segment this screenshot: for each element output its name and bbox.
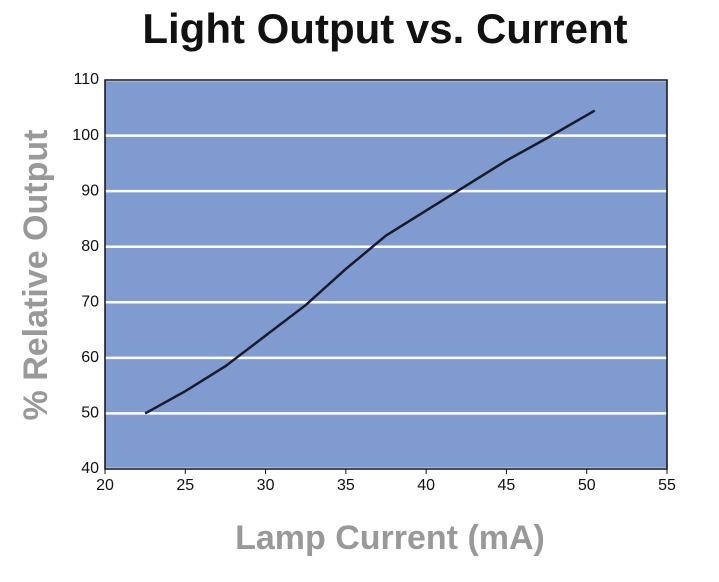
x-tick-label: 45 [498, 477, 516, 494]
y-tick-label: 40 [81, 460, 99, 477]
y-tick-label: 100 [72, 127, 99, 144]
x-tick-label: 20 [96, 477, 114, 494]
x-tick-label: 30 [257, 477, 275, 494]
y-tick-label: 50 [81, 405, 99, 422]
y-tick-label: 80 [81, 238, 99, 255]
x-axis-label: Lamp Current (mA) [235, 519, 545, 557]
chart-title: Light Output vs. Current [142, 5, 627, 52]
y-tick-label: 70 [81, 294, 99, 311]
x-tick-label: 40 [417, 477, 435, 494]
y-tick-label: 60 [81, 349, 99, 366]
y-tick-label: 110 [73, 71, 99, 88]
plot-border [104, 79, 668, 470]
x-tick-label: 50 [578, 477, 596, 494]
plot-area [105, 80, 667, 469]
y-axis-label: % Relative Output [17, 130, 55, 421]
x-tick-label: 55 [658, 477, 676, 494]
y-tick-label: 90 [81, 182, 99, 199]
x-tick-label: 25 [176, 477, 194, 494]
data-line [144, 109, 596, 415]
x-tick-label: 35 [337, 477, 355, 494]
